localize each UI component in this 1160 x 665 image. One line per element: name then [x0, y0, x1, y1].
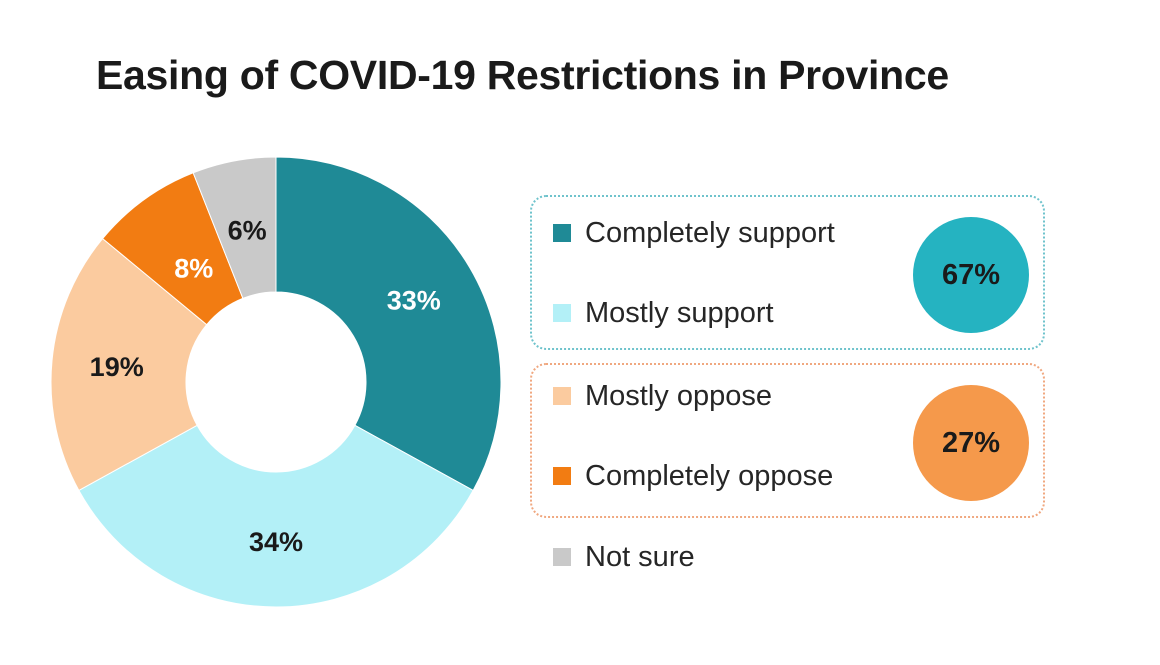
legend-swatch [553, 304, 571, 322]
legend-swatch [553, 224, 571, 242]
slice-label-mostly-support: 34% [249, 527, 303, 557]
slice-label-completely-oppose: 8% [174, 254, 213, 284]
donut-slice-completely-support [275, 156, 502, 492]
donut-slice-not-sure [192, 156, 277, 299]
legend-label: Completely support [585, 216, 835, 249]
donut-slice-mostly-oppose [50, 237, 208, 492]
oppose-total-badge: 27% [913, 385, 1029, 501]
legend-label: Mostly support [585, 296, 774, 329]
donut-slice-mostly-support [78, 424, 474, 608]
support-group-box [530, 195, 1045, 350]
slice-label-mostly-oppose: 19% [90, 352, 144, 382]
legend-swatch [553, 387, 571, 405]
chart-title: Easing of COVID-19 Restrictions in Provi… [96, 52, 949, 98]
legend-swatch [553, 467, 571, 485]
donut-chart: 33% 34% 19% 8% 6% [50, 156, 502, 608]
legend-item-completely-oppose: Completely oppose [553, 456, 833, 496]
legend-label: Completely oppose [585, 459, 834, 492]
slice-label-not-sure: 6% [228, 216, 267, 246]
legend-item-mostly-support: Mostly support [553, 293, 774, 333]
support-total-badge: 67% [913, 217, 1029, 333]
legend-swatch [553, 548, 571, 566]
legend-item-mostly-oppose: Mostly oppose [553, 376, 772, 416]
oppose-group-box [530, 363, 1045, 518]
legend-item-not-sure: Not sure [553, 537, 695, 577]
legend-label: Not sure [585, 540, 695, 573]
legend-item-completely-support: Completely support [553, 213, 835, 253]
legend-label: Mostly oppose [585, 379, 772, 412]
slice-label-completely-support: 33% [387, 286, 441, 316]
